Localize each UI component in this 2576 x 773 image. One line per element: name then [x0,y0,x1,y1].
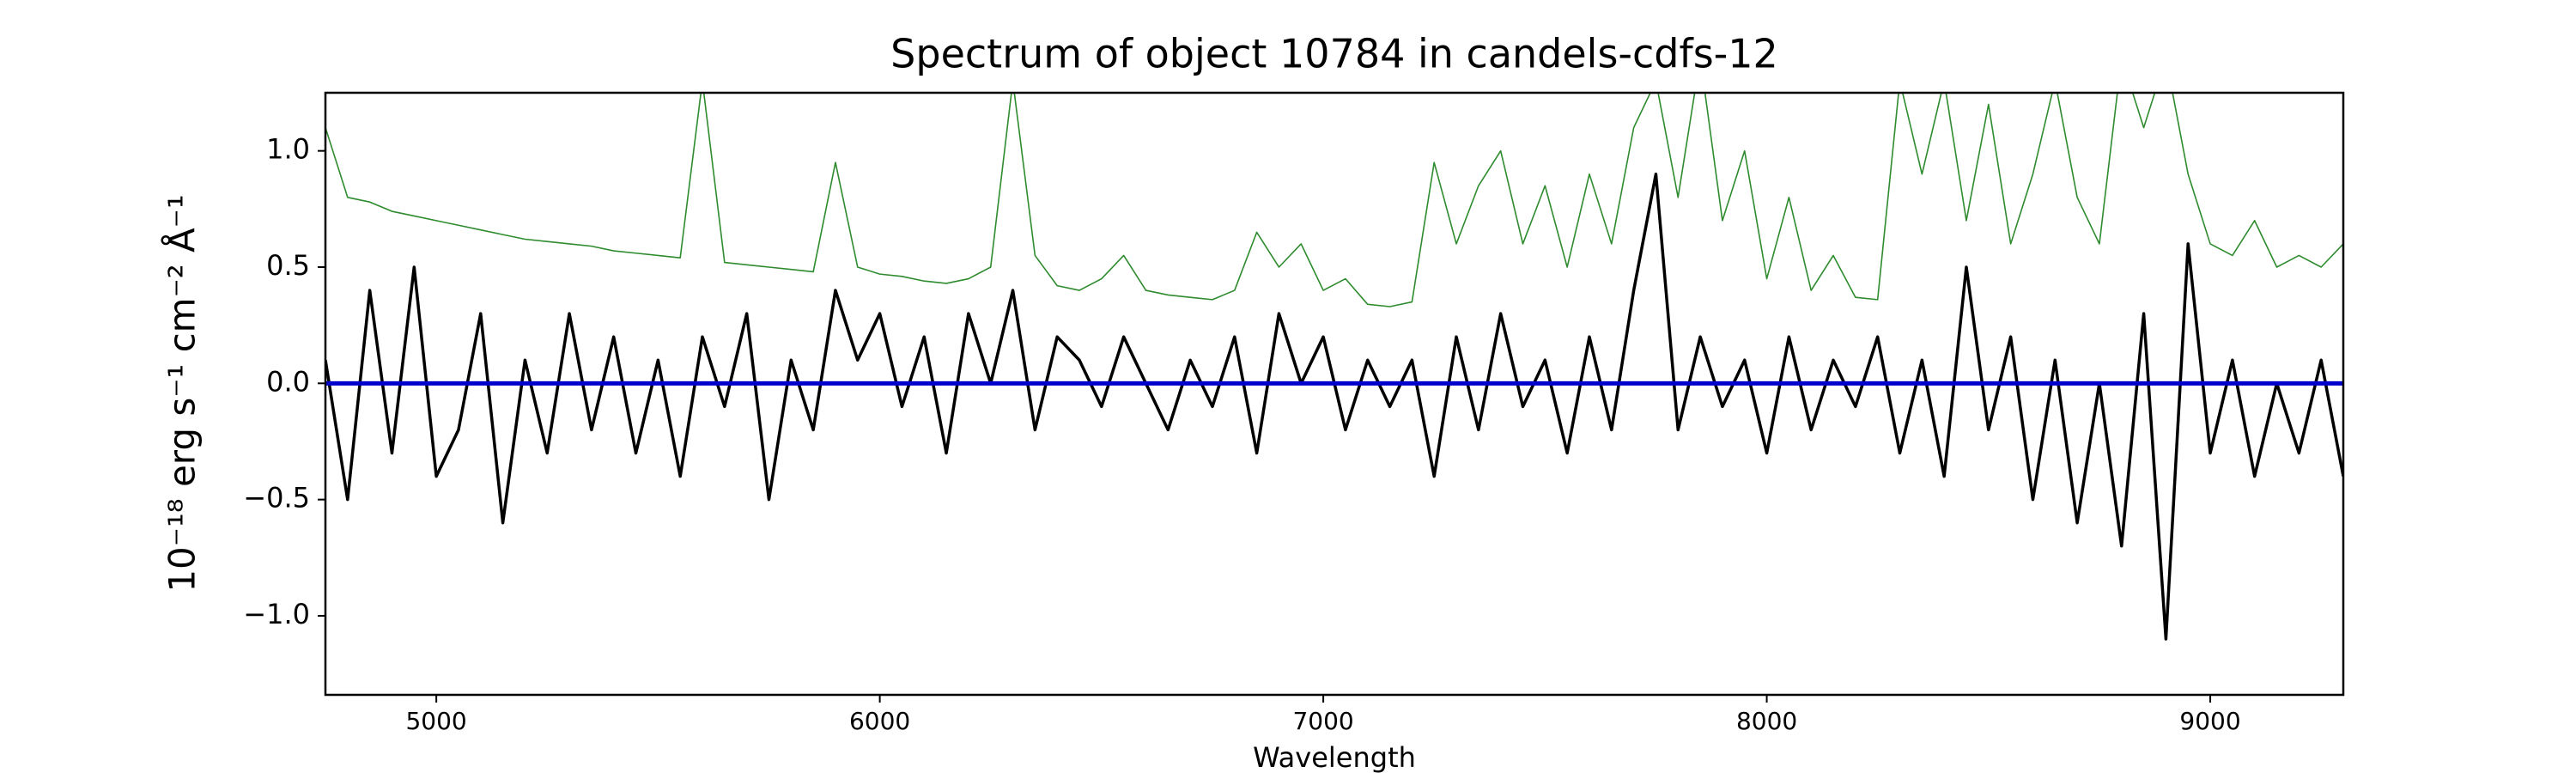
y-axis-label: 10⁻¹⁸ erg s⁻¹ cm⁻² Å⁻¹ [161,194,204,592]
x-tick-label: 5000 [405,707,466,735]
x-tick-label: 8000 [1736,707,1797,735]
x-tick-label: 6000 [849,707,910,735]
plot-area [325,93,2343,641]
x-tick-label: 7000 [1292,707,1353,735]
y-tick-label: 0.5 [266,249,310,282]
y-tick-label: 0.0 [266,365,310,398]
y-tick-label: 1.0 [266,133,310,166]
y-tick-label: −0.5 [243,482,310,514]
spectrum-line [325,93,2343,307]
y-tick-label: −1.0 [243,598,310,630]
x-tick-label: 9000 [2179,707,2240,735]
x-axis-label: Wavelength [1253,741,1416,773]
chart-title: Spectrum of object 10784 in candels-cdfs… [890,31,1778,77]
axes-frame [324,91,2345,697]
